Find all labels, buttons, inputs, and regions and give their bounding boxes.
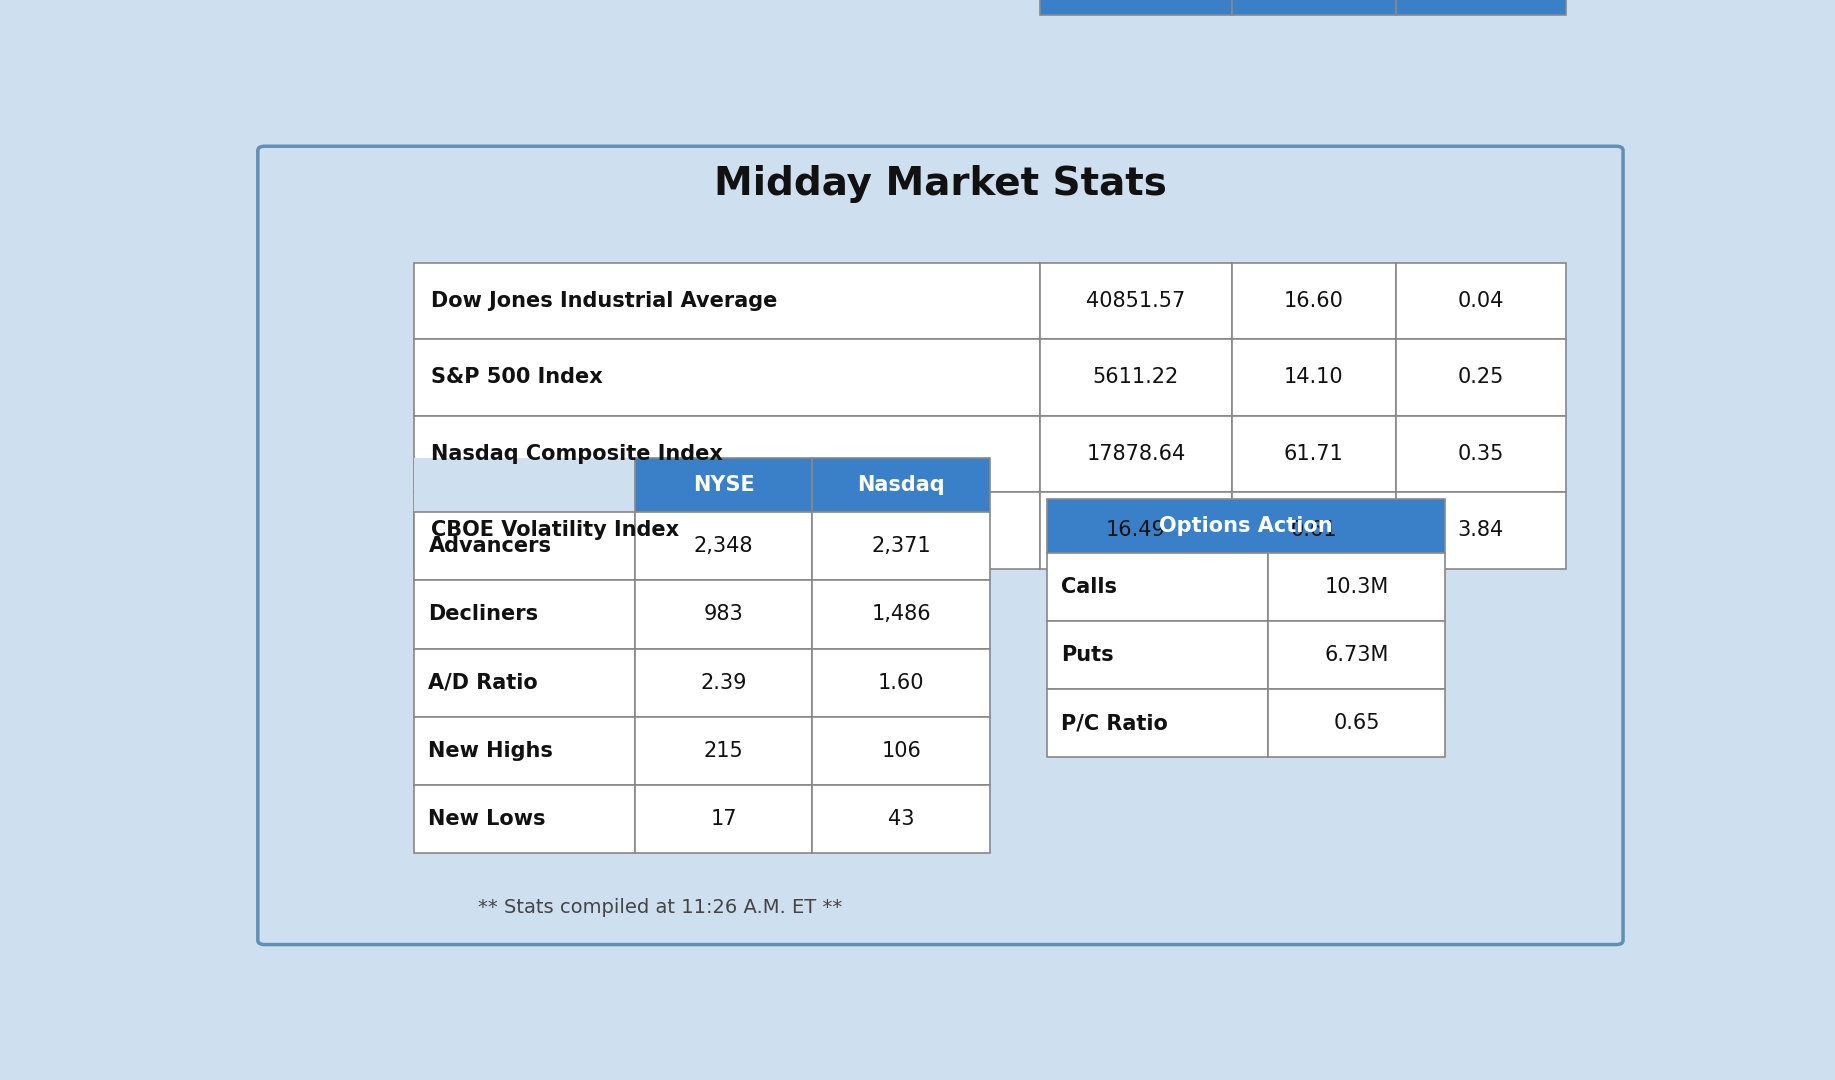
Bar <box>415 458 635 512</box>
Bar <box>813 458 991 512</box>
Bar <box>415 416 1040 492</box>
Text: 17878.64: 17878.64 <box>1086 444 1185 464</box>
Text: Nasdaq Composite Index: Nasdaq Composite Index <box>431 444 723 464</box>
Text: 1.60: 1.60 <box>879 673 925 692</box>
Text: 16.60: 16.60 <box>1284 291 1343 311</box>
Bar <box>1048 499 1446 553</box>
Bar <box>813 648 991 717</box>
Bar <box>635 458 813 512</box>
Text: 6.73M: 6.73M <box>1325 645 1389 665</box>
Text: Midday Market Stats: Midday Market Stats <box>714 164 1167 203</box>
Bar <box>813 717 991 785</box>
Bar <box>813 580 991 648</box>
Bar <box>635 648 813 717</box>
Bar <box>415 262 1040 339</box>
FancyBboxPatch shape <box>257 146 1622 945</box>
Text: NYSE: NYSE <box>692 475 754 495</box>
Text: Advancers: Advancers <box>429 537 552 556</box>
Bar <box>1040 492 1231 569</box>
Text: 5611.22: 5611.22 <box>1094 367 1180 388</box>
Text: 10.3M: 10.3M <box>1325 577 1389 597</box>
Bar <box>1395 262 1565 339</box>
Bar <box>415 648 635 717</box>
Text: New Highs: New Highs <box>429 741 554 760</box>
Bar <box>415 717 635 785</box>
Text: 983: 983 <box>703 605 743 624</box>
Text: Options Action: Options Action <box>1160 516 1332 536</box>
Text: 3.84: 3.84 <box>1457 521 1505 540</box>
Bar <box>415 512 635 580</box>
Bar <box>1231 416 1395 492</box>
Text: 61.71: 61.71 <box>1284 444 1343 464</box>
Text: 0.35: 0.35 <box>1457 444 1505 464</box>
Text: Decliners: Decliners <box>429 605 539 624</box>
Text: Dow Jones Industrial Average: Dow Jones Industrial Average <box>431 291 778 311</box>
Bar <box>1040 262 1231 339</box>
Bar <box>1048 689 1268 757</box>
Text: 0.61: 0.61 <box>1290 521 1338 540</box>
Bar <box>1231 0 1395 15</box>
Text: Calls: Calls <box>1061 577 1118 597</box>
Bar <box>415 580 635 648</box>
Text: 16.49: 16.49 <box>1107 521 1165 540</box>
Bar <box>1040 416 1231 492</box>
Bar <box>415 785 635 853</box>
Text: 0.25: 0.25 <box>1457 367 1505 388</box>
Text: 2,348: 2,348 <box>694 537 754 556</box>
Text: CBOE Volatility Index: CBOE Volatility Index <box>431 521 679 540</box>
Text: 1,486: 1,486 <box>872 605 930 624</box>
Text: 17: 17 <box>710 809 738 829</box>
Text: 106: 106 <box>881 741 921 760</box>
Bar <box>635 580 813 648</box>
Bar <box>1268 689 1446 757</box>
Bar <box>1395 492 1565 569</box>
Text: 2,371: 2,371 <box>872 537 930 556</box>
Text: 14.10: 14.10 <box>1284 367 1343 388</box>
Bar <box>813 785 991 853</box>
Bar <box>635 512 813 580</box>
Bar <box>1040 0 1231 15</box>
Bar <box>415 492 1040 569</box>
Text: S&P 500 Index: S&P 500 Index <box>431 367 604 388</box>
Bar <box>813 512 991 580</box>
Bar <box>1395 416 1565 492</box>
Bar <box>1048 621 1268 689</box>
Text: 2.39: 2.39 <box>701 673 747 692</box>
Text: 215: 215 <box>703 741 743 760</box>
Text: Puts: Puts <box>1061 645 1114 665</box>
Text: New Lows: New Lows <box>429 809 547 829</box>
Bar <box>1268 621 1446 689</box>
Bar <box>1395 339 1565 416</box>
Text: P/C Ratio: P/C Ratio <box>1061 714 1169 733</box>
Text: 0.65: 0.65 <box>1334 714 1380 733</box>
Bar <box>1231 262 1395 339</box>
Bar <box>1231 492 1395 569</box>
Text: A/D Ratio: A/D Ratio <box>429 673 538 692</box>
Bar <box>1395 0 1565 15</box>
Text: ** Stats compiled at 11:26 A.M. ET **: ** Stats compiled at 11:26 A.M. ET ** <box>479 897 842 917</box>
Text: 0.04: 0.04 <box>1457 291 1505 311</box>
Bar <box>1231 339 1395 416</box>
Text: Nasdaq: Nasdaq <box>857 475 945 495</box>
Bar <box>415 339 1040 416</box>
Bar <box>1268 553 1446 621</box>
Bar <box>635 785 813 853</box>
Bar <box>635 717 813 785</box>
Bar <box>1040 339 1231 416</box>
Text: 40851.57: 40851.57 <box>1086 291 1185 311</box>
Bar <box>1048 553 1268 621</box>
Text: 43: 43 <box>888 809 914 829</box>
